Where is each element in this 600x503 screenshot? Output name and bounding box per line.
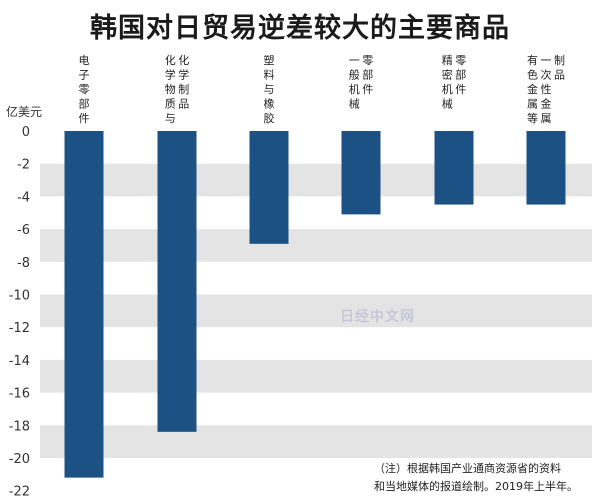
category-label: 零 xyxy=(79,83,90,96)
category-label: 塑 xyxy=(264,53,275,67)
y-tick-label: -22 xyxy=(9,485,30,500)
category-label: 部 xyxy=(79,97,90,111)
category-label: 化 xyxy=(165,53,176,67)
note-line-2: 和当地媒体的报道绘制。2019年上半年。 xyxy=(374,480,578,493)
grid-band xyxy=(40,425,592,458)
category-label: 与 xyxy=(264,83,275,96)
bar xyxy=(526,131,566,205)
bar xyxy=(64,131,104,478)
category-label: 件 xyxy=(79,112,90,125)
grid-band xyxy=(40,229,592,262)
y-tick-label: -12 xyxy=(9,321,30,336)
category-label: 学 xyxy=(165,68,176,82)
grid-band xyxy=(40,294,592,328)
grid-band xyxy=(40,163,592,197)
y-tick-label: -16 xyxy=(9,387,30,402)
y-tick-label: 0 xyxy=(22,125,30,140)
category-label: 一 xyxy=(541,54,552,67)
y-tick-label: -20 xyxy=(9,452,30,467)
category-label: 子 xyxy=(79,69,90,82)
category-label: 品 xyxy=(178,98,189,111)
category-label: 属 xyxy=(527,98,538,111)
category-label: 械 xyxy=(349,97,360,111)
category-label: 电 xyxy=(79,54,90,67)
category-label: 属 xyxy=(541,112,552,125)
category-label: 金 xyxy=(527,82,538,96)
category-label: 精 xyxy=(442,54,453,67)
y-tick-label: -8 xyxy=(17,256,30,271)
y-tick-label: -6 xyxy=(17,223,30,238)
category-label: 物 xyxy=(165,82,176,96)
category-label: 零 xyxy=(455,54,466,67)
category-label: 械 xyxy=(442,97,453,111)
category-label: 部 xyxy=(455,68,466,82)
category-label: 与 xyxy=(165,112,176,125)
category-label: 次 xyxy=(541,68,552,82)
category-label: 金 xyxy=(541,97,552,111)
category-label: 品 xyxy=(554,69,565,82)
y-tick-label: -14 xyxy=(9,354,30,369)
category-label: 般 xyxy=(349,69,360,82)
category-label: 制 xyxy=(178,83,189,96)
category-label: 性 xyxy=(541,82,552,96)
category-label: 机 xyxy=(442,82,453,96)
chart-note: （注）根据韩国产业通商资源省的资料 和当地媒体的报道绘制。2019年上半年。 xyxy=(370,460,582,496)
note-line-1: （注）根据韩国产业通商资源省的资料 xyxy=(374,462,561,475)
category-label: 胶 xyxy=(264,111,275,125)
category-label: 机 xyxy=(349,82,360,96)
category-label: 橡 xyxy=(264,98,275,111)
category-label: 一 xyxy=(349,54,360,67)
y-tick-label: -4 xyxy=(17,190,30,205)
watermark-logo: 日经中文网 xyxy=(340,309,415,325)
y-tick-label: -18 xyxy=(9,419,30,434)
y-tick-label: -10 xyxy=(9,289,30,304)
bar xyxy=(434,131,474,205)
category-label: 件 xyxy=(455,83,466,96)
chart-title: 韩国对日贸易逆差较大的主要商品 xyxy=(90,13,510,44)
bar xyxy=(249,131,289,244)
category-label: 零 xyxy=(362,54,373,67)
bar xyxy=(157,131,197,432)
category-label: 有 xyxy=(527,53,538,67)
y-tick-label: -2 xyxy=(17,158,30,173)
category-label: 质 xyxy=(165,98,176,111)
grid-band xyxy=(40,359,592,393)
y-axis-unit-label: 亿美元 xyxy=(6,105,43,119)
category-label: 等 xyxy=(527,111,538,125)
category-label: 色 xyxy=(527,68,538,82)
category-label: 部 xyxy=(362,68,373,82)
category-label: 制 xyxy=(554,54,565,67)
category-label: 化 xyxy=(178,53,189,67)
category-label: 学 xyxy=(178,68,189,82)
category-label: 料 xyxy=(264,68,275,82)
category-label: 件 xyxy=(362,83,373,96)
bar xyxy=(341,131,381,215)
category-label: 密 xyxy=(442,68,453,82)
